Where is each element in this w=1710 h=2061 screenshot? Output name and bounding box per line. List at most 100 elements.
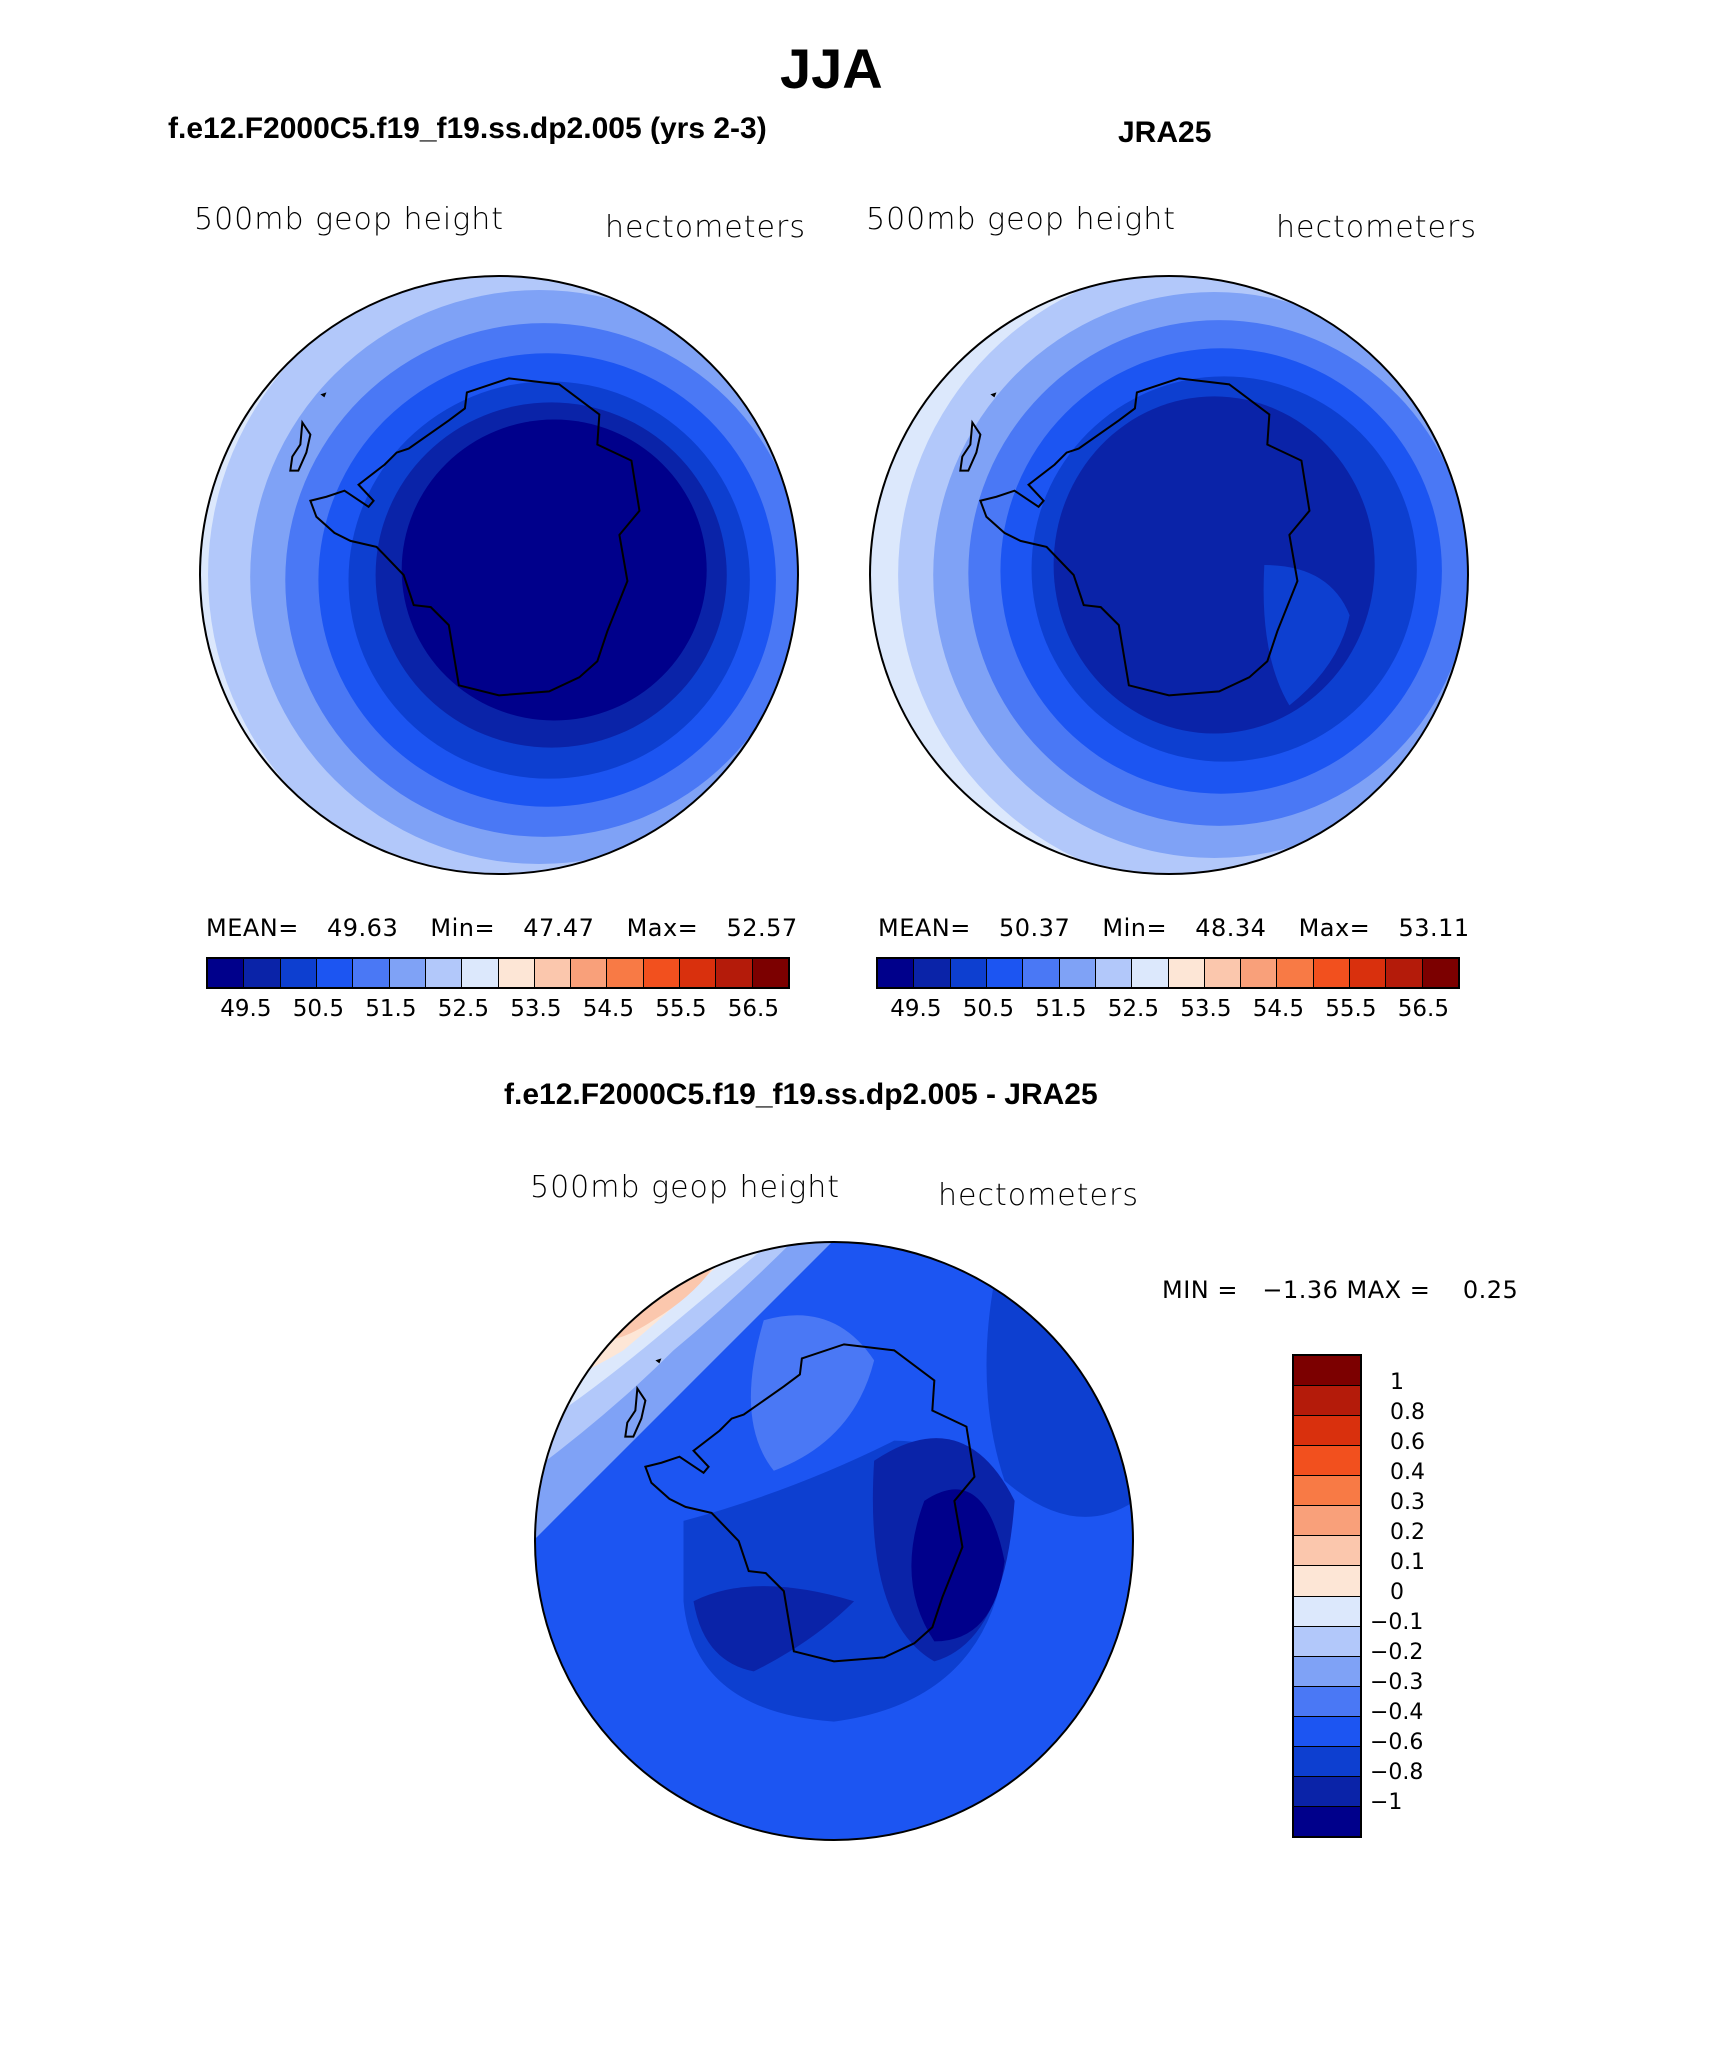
panel3-colorbar: [1292, 1354, 1362, 1838]
panel3-contour: [911, 1489, 1005, 1642]
panel3-colorbar-swatch: [1294, 1686, 1360, 1717]
panel2-units: hectometers: [1276, 210, 1477, 245]
panel1-colorbar-tick-label: 56.5: [727, 996, 779, 1022]
panel2-colorbar-tick-label: 50.5: [962, 996, 1014, 1022]
panel3-colorbar-tick-label: 0.8: [1390, 1400, 1425, 1425]
panel1-map: [199, 275, 799, 875]
panel1-colorbar-swatch: [425, 959, 463, 987]
panel3-variable: 500mb geop height: [530, 1170, 841, 1205]
panel2-colorbar-tick-label: 49.5: [890, 996, 942, 1022]
panel2-min-label: Min=: [1102, 914, 1168, 942]
panel2-mean-label: MEAN=: [878, 914, 971, 942]
panel1-colorbar-swatch: [353, 959, 390, 987]
panel3-colorbar-swatch: [1294, 1596, 1360, 1627]
panel2-colorbar-tick-label: 55.5: [1325, 996, 1377, 1022]
panel2-colorbar-swatch: [1313, 959, 1351, 987]
panel2-colorbar-swatch: [1059, 959, 1096, 987]
panel2-variable: 500mb geop height: [866, 202, 1177, 237]
panel3-colorbar-swatch: [1294, 1656, 1360, 1687]
panel1-units: hectometers: [605, 210, 806, 245]
panel2-colorbar-tick-label: 52.5: [1107, 996, 1159, 1022]
panel2-mean: 50.37: [999, 914, 1071, 942]
panel3-units: hectometers: [938, 1178, 1139, 1213]
panel1-colorbar-tick-label: 52.5: [437, 996, 489, 1022]
panel3-colorbar-tick-label: 0: [1390, 1580, 1404, 1605]
panel1-antarctica-outline: [309, 377, 641, 697]
panel1-colorbar-tick-label: 55.5: [655, 996, 707, 1022]
panel3-colorbar-tick-label: 0.2: [1390, 1520, 1425, 1545]
panel3-antarctica-outline: [644, 1343, 976, 1663]
panel1-variable: 500mb geop height: [194, 202, 505, 237]
panel3-colorbar-tick-label: −0.2: [1370, 1640, 1424, 1665]
panel2-colorbar-swatch: [950, 959, 987, 987]
panel2-colorbar: [876, 957, 1460, 989]
panel2-colorbar-swatch: [1132, 959, 1169, 987]
panel1-contour: [401, 419, 707, 721]
panel2-colorbar-tick-label: 53.5: [1180, 996, 1232, 1022]
panel2-map: [869, 275, 1469, 875]
panel2-colorbar-ticks: 49.5 50.5 51.5 52.5 53.5 54.5 55.5 56.5: [876, 996, 1460, 1026]
panel3-colorbar-tick-label: 0.1: [1390, 1550, 1425, 1575]
panel1-antarctic-peninsula: [289, 419, 312, 472]
panel1-mean: 49.63: [327, 914, 399, 942]
panel2-stats: MEAN= 50.37 Min= 48.34 Max= 53.11: [878, 914, 1470, 942]
panel1-colorbar-tick-label: 53.5: [510, 996, 562, 1022]
panel2-island: [990, 392, 997, 398]
panel2-antarctic-peninsula: [959, 419, 982, 472]
panel3-colorbar-tick-label: 0.3: [1390, 1490, 1425, 1515]
panel1-colorbar-tick-label: 49.5: [220, 996, 272, 1022]
panel1-min: 47.47: [523, 914, 595, 942]
panel2-min: 48.34: [1195, 914, 1267, 942]
panel3-colorbar-swatch: [1294, 1386, 1360, 1417]
panel2-colorbar-swatch: [878, 959, 915, 987]
panel2-max-label: Max=: [1298, 914, 1371, 942]
panel3-colorbar-tick-label: −0.4: [1370, 1700, 1424, 1725]
panel3-map-border: [534, 1241, 1134, 1841]
panel2-antarctica-outline: [979, 377, 1311, 697]
panel1-colorbar-ticks: 49.5 50.5 51.5 52.5 53.5 54.5 55.5 56.5: [206, 996, 790, 1026]
panel2-max: 53.11: [1398, 914, 1470, 942]
panel3-colorbar-swatch: [1294, 1746, 1360, 1777]
panel2-colorbar-tick-label: 56.5: [1397, 996, 1449, 1022]
panel1-min-label: Min=: [430, 914, 496, 942]
panel3-contour: [986, 1280, 1133, 1517]
panel3-colorbar-swatch: [1294, 1536, 1360, 1567]
panel3-colorbar-tick-label: −0.8: [1370, 1760, 1424, 1785]
panel1-colorbar-swatch: [280, 959, 317, 987]
panel3-antarctic-peninsula: [624, 1385, 647, 1438]
panel3-colorbar-tick-label: −0.3: [1370, 1670, 1424, 1695]
panel3-minmax: MIN = −1.36 MAX = 0.25: [1162, 1276, 1519, 1304]
panel3-colorbar-swatch: [1294, 1566, 1360, 1597]
panel1-colorbar-tick-label: 50.5: [292, 996, 344, 1022]
panel1-island: [218, 450, 223, 459]
panel1-title: f.e12.F2000C5.f19_f19.ss.dp2.005 (yrs 2-…: [168, 112, 767, 145]
panel1-colorbar-swatch: [607, 959, 644, 987]
panel2-island: [888, 450, 893, 459]
panel2-contour: [1053, 396, 1375, 734]
panel1-max-label: Max=: [626, 914, 699, 942]
panel3-colorbar-ticks: 1 0.8 0.6 0.4 0.3 0.2 0.1 0 −0.1 −0.2 −0.3 −0.4 −0.6…: [1370, 1354, 1490, 1834]
panel2-colorbar-swatch: [1168, 959, 1205, 987]
panel3-colorbar-swatch: [1294, 1776, 1360, 1807]
panel1-colorbar: [206, 957, 790, 989]
panel1-colorbar-tick-label: 51.5: [365, 996, 417, 1022]
panel2-colorbar-swatch: [914, 959, 951, 987]
panel3-title: f.e12.F2000C5.f19_f19.ss.dp2.005 - JRA25: [504, 1078, 1098, 1111]
panel2-contour: [1263, 564, 1350, 706]
panel3-colorbar-tick-label: −0.6: [1370, 1730, 1424, 1755]
panel3-island: [655, 1358, 662, 1364]
panel2-colorbar-swatch: [1023, 959, 1060, 987]
panel2-map-border: [869, 275, 1469, 875]
panel1-colorbar-swatch: [716, 959, 753, 987]
panel2-colorbar-swatch: [1277, 959, 1314, 987]
panel3-colorbar-swatch: [1294, 1506, 1360, 1537]
panel3-colorbar-tick-label: −1: [1370, 1790, 1403, 1815]
panel1-colorbar-swatch: [752, 959, 788, 987]
panel2-colorbar-swatch: [1386, 959, 1423, 987]
panel3-colorbar-swatch: [1294, 1476, 1360, 1507]
panel1-colorbar-swatch: [208, 959, 245, 987]
panel3-colorbar-tick-label: 1: [1390, 1370, 1404, 1395]
panel1-colorbar-swatch: [498, 959, 535, 987]
figure-title: JJA: [780, 37, 883, 100]
panel2-title: JRA25: [1118, 116, 1212, 149]
